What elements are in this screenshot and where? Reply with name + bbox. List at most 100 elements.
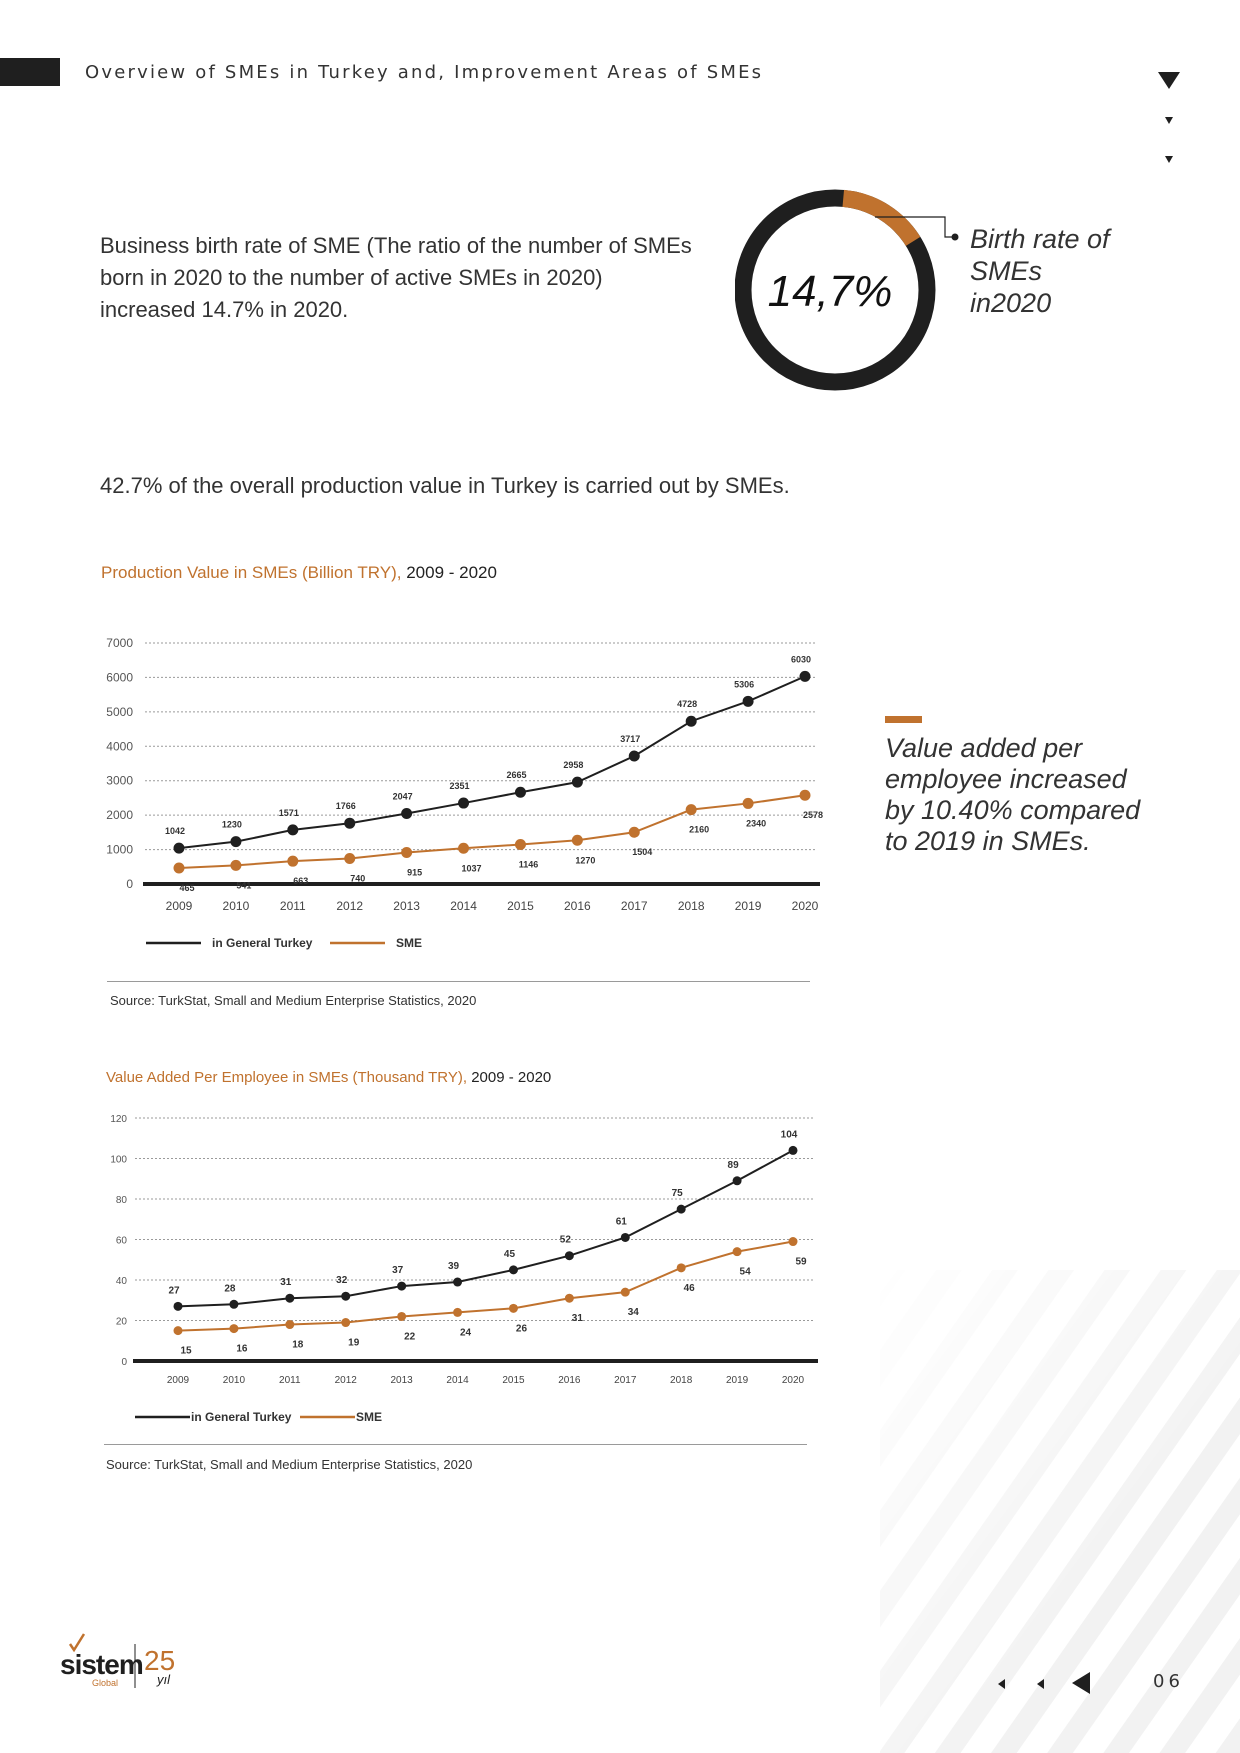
triangle-down-small-icon — [1165, 117, 1173, 124]
x-tick-label: 2011 — [280, 899, 306, 913]
page-number: 06 — [1153, 1671, 1184, 1692]
chart1-title: Production Value in SMEs (Billion TRY), … — [101, 563, 497, 583]
data-point — [453, 1307, 463, 1317]
data-label: 1571 — [279, 808, 299, 818]
y-tick-label: 0 — [126, 877, 133, 891]
data-label: 24 — [460, 1327, 472, 1338]
data-point — [799, 670, 811, 682]
data-point — [571, 776, 583, 788]
data-label: 5306 — [734, 679, 754, 689]
nav-first-icon[interactable] — [998, 1679, 1005, 1689]
y-tick-label: 7000 — [106, 636, 133, 650]
data-label: 740 — [350, 874, 365, 884]
x-tick-label: 2012 — [336, 899, 363, 913]
data-label: 16 — [236, 1344, 248, 1355]
birth-rate-donut-chart: 14,7% — [735, 189, 959, 391]
data-point — [564, 1293, 574, 1303]
data-point — [732, 1247, 742, 1257]
data-point — [742, 695, 754, 707]
y-tick-label: 1000 — [106, 843, 133, 857]
data-point — [397, 1281, 407, 1291]
x-tick-label: 2014 — [446, 1375, 469, 1386]
chart1-title-main: Production Value in SMEs (Billion TRY), — [101, 563, 402, 582]
data-label: 104 — [781, 1129, 798, 1140]
data-label: 1042 — [165, 826, 185, 836]
production-value-chart: 0 1000 2000 3000 4000 5000 6000 7000 2009 2010 201… — [106, 636, 823, 950]
legend-label: in General Turkey — [191, 1410, 292, 1424]
y-tick-label: 5000 — [106, 705, 133, 719]
data-label: 54 — [740, 1267, 752, 1278]
data-label: 2665 — [506, 770, 526, 780]
data-point — [397, 1311, 407, 1321]
data-point — [458, 797, 470, 809]
x-tick-label: 2015 — [507, 899, 534, 913]
data-point — [230, 859, 242, 871]
chart2-title-main: Value Added Per Employee in SMEs (Thousa… — [106, 1069, 468, 1086]
data-label: 22 — [404, 1331, 416, 1342]
data-label: 52 — [560, 1235, 572, 1246]
data-point — [173, 842, 185, 854]
x-tick-label: 2015 — [502, 1375, 525, 1386]
x-tick-label: 2020 — [792, 899, 819, 913]
value-added-note: Value added per employee increased by 10… — [885, 733, 1141, 856]
y-tick-label: 60 — [116, 1236, 128, 1247]
data-label: 2958 — [563, 760, 583, 770]
data-label: 1037 — [462, 863, 482, 873]
data-label: 3717 — [620, 734, 640, 744]
donut-value: 14,7% — [768, 267, 893, 316]
side-note-accent — [885, 716, 922, 723]
data-label: 4728 — [677, 699, 697, 709]
data-label: 37 — [392, 1265, 404, 1276]
data-point — [173, 1301, 183, 1311]
x-tick-label: 2016 — [564, 899, 591, 913]
data-point — [620, 1287, 630, 1297]
data-point — [344, 853, 356, 865]
data-label: 663 — [293, 876, 308, 886]
x-tick-label: 2020 — [782, 1375, 805, 1386]
y-tick-label: 3000 — [106, 774, 133, 788]
series-line-general — [177, 1149, 794, 1308]
chart2-title-range: 2009 - 2020 — [471, 1069, 552, 1086]
series-line-sme — [178, 794, 806, 869]
data-label: 31 — [280, 1277, 292, 1288]
data-point — [344, 817, 356, 829]
donut-leader-dot — [951, 233, 959, 241]
data-point — [564, 1251, 574, 1261]
y-tick-label: 20 — [116, 1317, 128, 1328]
logo-sub: Global — [92, 1678, 118, 1688]
data-point — [287, 824, 299, 836]
triangle-down-icon — [1158, 72, 1180, 89]
sistem-global-logo: sistem Global 25 yıl — [60, 1633, 175, 1688]
x-tick-label: 2009 — [166, 899, 193, 913]
data-point — [229, 1299, 239, 1309]
data-point — [508, 1303, 518, 1313]
data-point — [628, 826, 640, 838]
x-tick-label: 2016 — [558, 1375, 581, 1386]
data-label: 39 — [448, 1261, 460, 1272]
data-label: 46 — [684, 1283, 696, 1294]
data-point — [514, 786, 526, 798]
data-point — [285, 1293, 295, 1303]
series-line-sme — [177, 1240, 794, 1332]
triangle-down-small-icon — [1165, 156, 1173, 163]
data-point — [229, 1324, 239, 1334]
nav-back-icon[interactable] — [1072, 1672, 1090, 1694]
data-label: 18 — [292, 1340, 304, 1351]
data-label: 32 — [336, 1275, 348, 1286]
data-label: 1504 — [632, 847, 652, 857]
data-point — [514, 839, 526, 851]
y-tick-label: 0 — [121, 1357, 127, 1368]
x-tick-label: 2019 — [726, 1375, 749, 1386]
nav-previous-icon[interactable] — [1037, 1679, 1044, 1689]
logo-check-mark — [68, 1633, 86, 1653]
chart2-source: Source: TurkStat, Small and Medium Enter… — [106, 1457, 473, 1472]
data-label: 2340 — [746, 818, 766, 828]
data-point — [341, 1318, 351, 1328]
data-label: 59 — [795, 1257, 807, 1268]
donut-leader-line — [875, 216, 953, 238]
data-point — [287, 855, 299, 867]
data-label: 75 — [672, 1188, 684, 1199]
data-point — [788, 1145, 798, 1155]
donut-accent-arc — [842, 189, 921, 247]
data-label: 28 — [224, 1283, 236, 1294]
